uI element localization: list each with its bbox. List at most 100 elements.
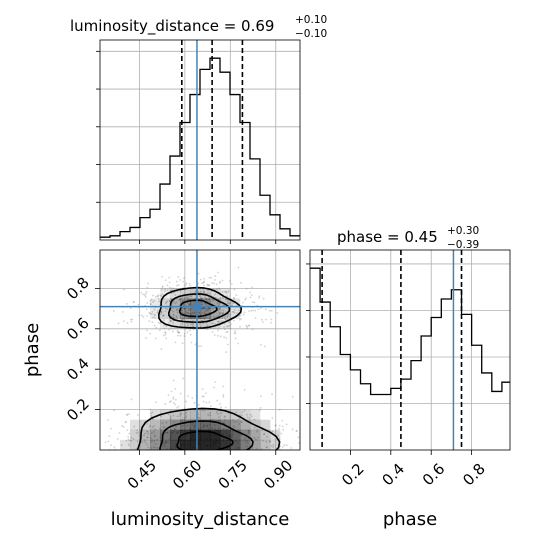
- sample-point: [167, 413, 170, 416]
- sample-point: [258, 296, 260, 299]
- sample-point: [164, 302, 167, 305]
- sample-point: [168, 281, 171, 284]
- density-cell: [220, 288, 231, 299]
- sample-point: [187, 487, 189, 489]
- sample-point: [112, 453, 114, 455]
- sample-point: [230, 282, 233, 285]
- sample-point: [160, 461, 162, 463]
- density-cell: [160, 429, 171, 441]
- sample-point: [255, 447, 258, 450]
- sample-point: [94, 465, 96, 467]
- sample-point: [138, 434, 141, 437]
- sample-point: [202, 281, 205, 284]
- sample-point: [208, 491, 210, 493]
- density-cell: [230, 439, 241, 450]
- sample-point: [200, 345, 203, 347]
- sample-point: [191, 311, 194, 314]
- sample-point: [278, 427, 280, 430]
- sample-point: [185, 311, 188, 314]
- sample-point: [188, 303, 191, 306]
- sample-point: [227, 324, 230, 327]
- sample-point: [225, 291, 228, 294]
- sample-point: [222, 303, 225, 306]
- sample-point: [203, 277, 205, 280]
- density-cell: [200, 429, 211, 441]
- sample-point: [221, 296, 224, 299]
- sample-point: [201, 388, 204, 391]
- sample-point: [144, 452, 146, 454]
- sample-point: [268, 440, 271, 443]
- sample-point: [277, 434, 280, 437]
- sample-point: [135, 432, 138, 434]
- sample-point: [202, 400, 205, 403]
- sample-point: [169, 474, 171, 476]
- sample-point: [249, 291, 252, 294]
- sample-point: [152, 294, 154, 297]
- sample-point: [132, 301, 135, 303]
- sample-point: [168, 276, 171, 279]
- sample-point: [155, 458, 157, 460]
- sample-point: [189, 333, 192, 336]
- sample-point: [127, 443, 130, 445]
- sample-point: [188, 304, 190, 306]
- sample-point: [270, 318, 273, 321]
- density-cell: [210, 429, 221, 441]
- sample-point: [187, 301, 189, 304]
- sample-point: [205, 482, 207, 484]
- density-cell: [160, 419, 171, 431]
- density-cell: [220, 429, 231, 441]
- sample-point: [260, 318, 263, 321]
- sample-point: [154, 337, 157, 340]
- sample-point: [192, 311, 195, 314]
- sample-point: [190, 453, 192, 455]
- sample-point: [201, 409, 204, 412]
- density-cell: [190, 308, 201, 319]
- sample-point: [213, 334, 216, 336]
- sample-point: [253, 436, 256, 439]
- sample-point: [113, 446, 116, 449]
- sample-point: [206, 324, 209, 327]
- sample-point: [182, 280, 185, 283]
- sample-point: [187, 311, 189, 314]
- sample-point: [211, 282, 214, 285]
- sample-point: [177, 276, 180, 279]
- sample-point: [136, 414, 139, 416]
- sample-point: [164, 310, 167, 313]
- sample-point: [203, 307, 206, 309]
- phase-title-lower: −0.39: [447, 239, 479, 251]
- sample-point: [137, 303, 140, 306]
- sample-point: [168, 452, 170, 454]
- sample-point: [260, 429, 263, 432]
- density-cell: [210, 288, 221, 299]
- sample-point: [208, 284, 211, 287]
- sample-point: [157, 294, 160, 296]
- sample-point: [265, 446, 268, 449]
- sample-point: [182, 377, 185, 380]
- sample-point: [224, 315, 227, 317]
- contour-line: [167, 293, 231, 324]
- sample-point: [160, 463, 162, 465]
- sample-point: [184, 312, 187, 315]
- sample-point: [179, 413, 182, 416]
- sample-point: [160, 310, 163, 313]
- sample-point: [202, 291, 205, 293]
- sample-point: [179, 298, 181, 301]
- sample-point: [235, 411, 238, 414]
- sample-point: [219, 468, 221, 470]
- sample-point: [163, 469, 165, 471]
- sample-point: [183, 319, 185, 321]
- sample-point: [163, 324, 166, 327]
- sample-point: [237, 342, 240, 345]
- sample-point: [281, 419, 284, 422]
- sample-point: [173, 427, 176, 430]
- sample-point: [201, 301, 203, 304]
- sample-point: [208, 307, 211, 309]
- sample-point: [302, 451, 304, 453]
- density-cell: [160, 288, 171, 299]
- sample-point: [128, 439, 131, 442]
- density-cell: [210, 318, 221, 330]
- sample-point: [238, 414, 241, 417]
- sample-point: [133, 461, 135, 463]
- sample-point: [229, 324, 232, 327]
- sample-point: [153, 299, 156, 302]
